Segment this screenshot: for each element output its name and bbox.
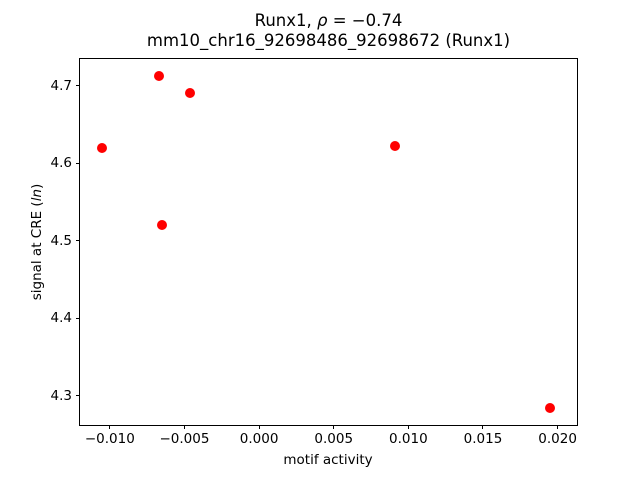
x-tick-mark xyxy=(109,425,111,429)
x-tick-mark xyxy=(407,425,409,429)
x-axis-label: motif activity xyxy=(283,452,373,468)
data-point xyxy=(157,220,168,231)
chart-subtitle: mm10_chr16_92698486_92698672 (Runx1) xyxy=(146,31,511,50)
title-rho-value: = −0.74 xyxy=(327,11,403,30)
x-tick-mark xyxy=(183,425,185,429)
x-tick-label: 0.000 xyxy=(239,431,279,447)
y-tick-label: 4.3 xyxy=(50,387,72,404)
title-rho-symbol: ρ xyxy=(317,11,328,30)
x-tick-label: 0.015 xyxy=(463,431,503,447)
y-axis-label-close: ) xyxy=(29,183,45,189)
y-tick-mark xyxy=(76,395,80,397)
y-tick-mark xyxy=(76,240,80,242)
y-tick-mark xyxy=(76,317,80,319)
data-point xyxy=(154,70,165,81)
x-tick-mark xyxy=(482,425,484,429)
plot-area: −0.010 −0.005 0.000 0.005 0.010 0.015 0.020 4.3… xyxy=(51,58,578,447)
data-point xyxy=(389,141,400,152)
y-tick-label: 4.5 xyxy=(50,232,72,249)
y-tick-label: 4.7 xyxy=(50,77,72,94)
y-tick-label: 4.4 xyxy=(50,310,72,327)
x-tick-label: 0.020 xyxy=(538,431,577,447)
chart-title-block: Runx1, ρ = −0.74 mm10_chr16_92698486_926… xyxy=(79,11,578,51)
data-point xyxy=(97,142,108,153)
title-gene-text: Runx1, xyxy=(254,11,317,30)
x-tick-label: −0.005 xyxy=(159,431,210,447)
x-tick-mark xyxy=(557,425,559,429)
chart-title: Runx1, ρ = −0.74 xyxy=(79,11,578,31)
data-point xyxy=(185,87,196,98)
x-tick-label: −0.010 xyxy=(84,431,135,447)
y-axis-label: signal at CRE (ln) xyxy=(29,184,45,301)
x-tick-label: 0.005 xyxy=(314,431,354,447)
y-tick-label: 4.6 xyxy=(50,155,72,172)
data-point xyxy=(545,403,556,414)
x-tick-mark xyxy=(333,425,335,429)
y-tick-mark xyxy=(76,85,80,87)
y-tick-mark xyxy=(76,162,80,164)
y-axis-label-text: signal at CRE ( xyxy=(29,201,45,301)
x-tick-label: 0.010 xyxy=(389,431,428,447)
x-tick-mark xyxy=(258,425,260,429)
y-axis-label-italic: ln xyxy=(29,188,45,202)
